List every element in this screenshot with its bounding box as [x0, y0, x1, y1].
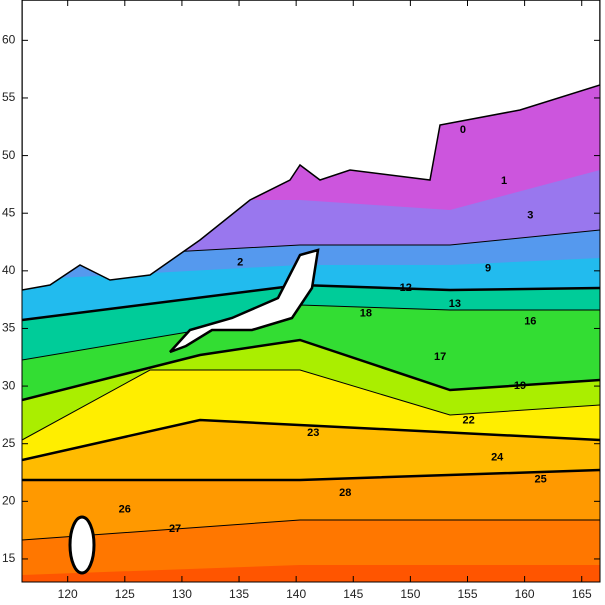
- x-tick-label: 125: [115, 587, 135, 601]
- x-tick-label: 130: [172, 587, 192, 601]
- y-tick-label: 35: [2, 321, 16, 335]
- contour-label: 27: [169, 523, 181, 535]
- contour-label: 9: [485, 262, 491, 274]
- contour-label: 22: [463, 415, 475, 427]
- contour-label: 23: [307, 427, 319, 439]
- plot-frame: [21, 0, 601, 583]
- contour-label: 19: [514, 380, 526, 392]
- y-tick-label: 25: [2, 436, 16, 450]
- y-tick-label: 60: [2, 33, 16, 47]
- contour-line: [22, 283, 600, 322]
- contour-label: 24: [491, 451, 504, 463]
- land: [169, 248, 320, 354]
- y-tick-label: 45: [2, 205, 16, 219]
- contour-label: 12: [400, 282, 412, 294]
- contour-label: 16: [524, 315, 536, 327]
- contour-label: 26: [119, 503, 131, 515]
- y-tick-label: 55: [2, 90, 16, 104]
- x-tick-label: 140: [286, 587, 306, 601]
- contour-label: 25: [534, 473, 546, 485]
- contour-label: 3: [527, 209, 533, 221]
- contour-label: 13: [449, 298, 461, 310]
- y-tick-label: 20: [2, 493, 16, 507]
- x-tick-label: 145: [343, 587, 363, 601]
- contour-label: 1: [501, 175, 507, 187]
- land: [22, 0, 600, 291]
- temperature-field: [22, 0, 600, 582]
- y-tick-label: 50: [2, 148, 16, 162]
- x-tick-label: 150: [400, 587, 420, 601]
- contour-line: [22, 418, 600, 462]
- band: [22, 565, 600, 582]
- contour-line: [22, 338, 600, 402]
- x-tick-label: 120: [58, 587, 78, 601]
- x-tick-label: 155: [457, 587, 477, 601]
- contour-label: 18: [360, 307, 372, 319]
- x-tick-label: 160: [515, 587, 535, 601]
- y-tick-label: 15: [2, 551, 16, 565]
- contour-line: [22, 519, 600, 541]
- y-tick-label: 30: [2, 378, 16, 392]
- contour-label: 2: [237, 257, 243, 269]
- y-tick-label: 40: [2, 263, 16, 277]
- contour-label: 0: [460, 124, 466, 136]
- x-tick-label: 165: [572, 587, 592, 601]
- contour-label: 28: [339, 487, 351, 499]
- contour-label: 17: [434, 351, 446, 363]
- x-tick-label: 135: [229, 587, 249, 601]
- contour-line: [22, 369, 600, 441]
- contour-line: [22, 468, 600, 482]
- land: [68, 515, 96, 575]
